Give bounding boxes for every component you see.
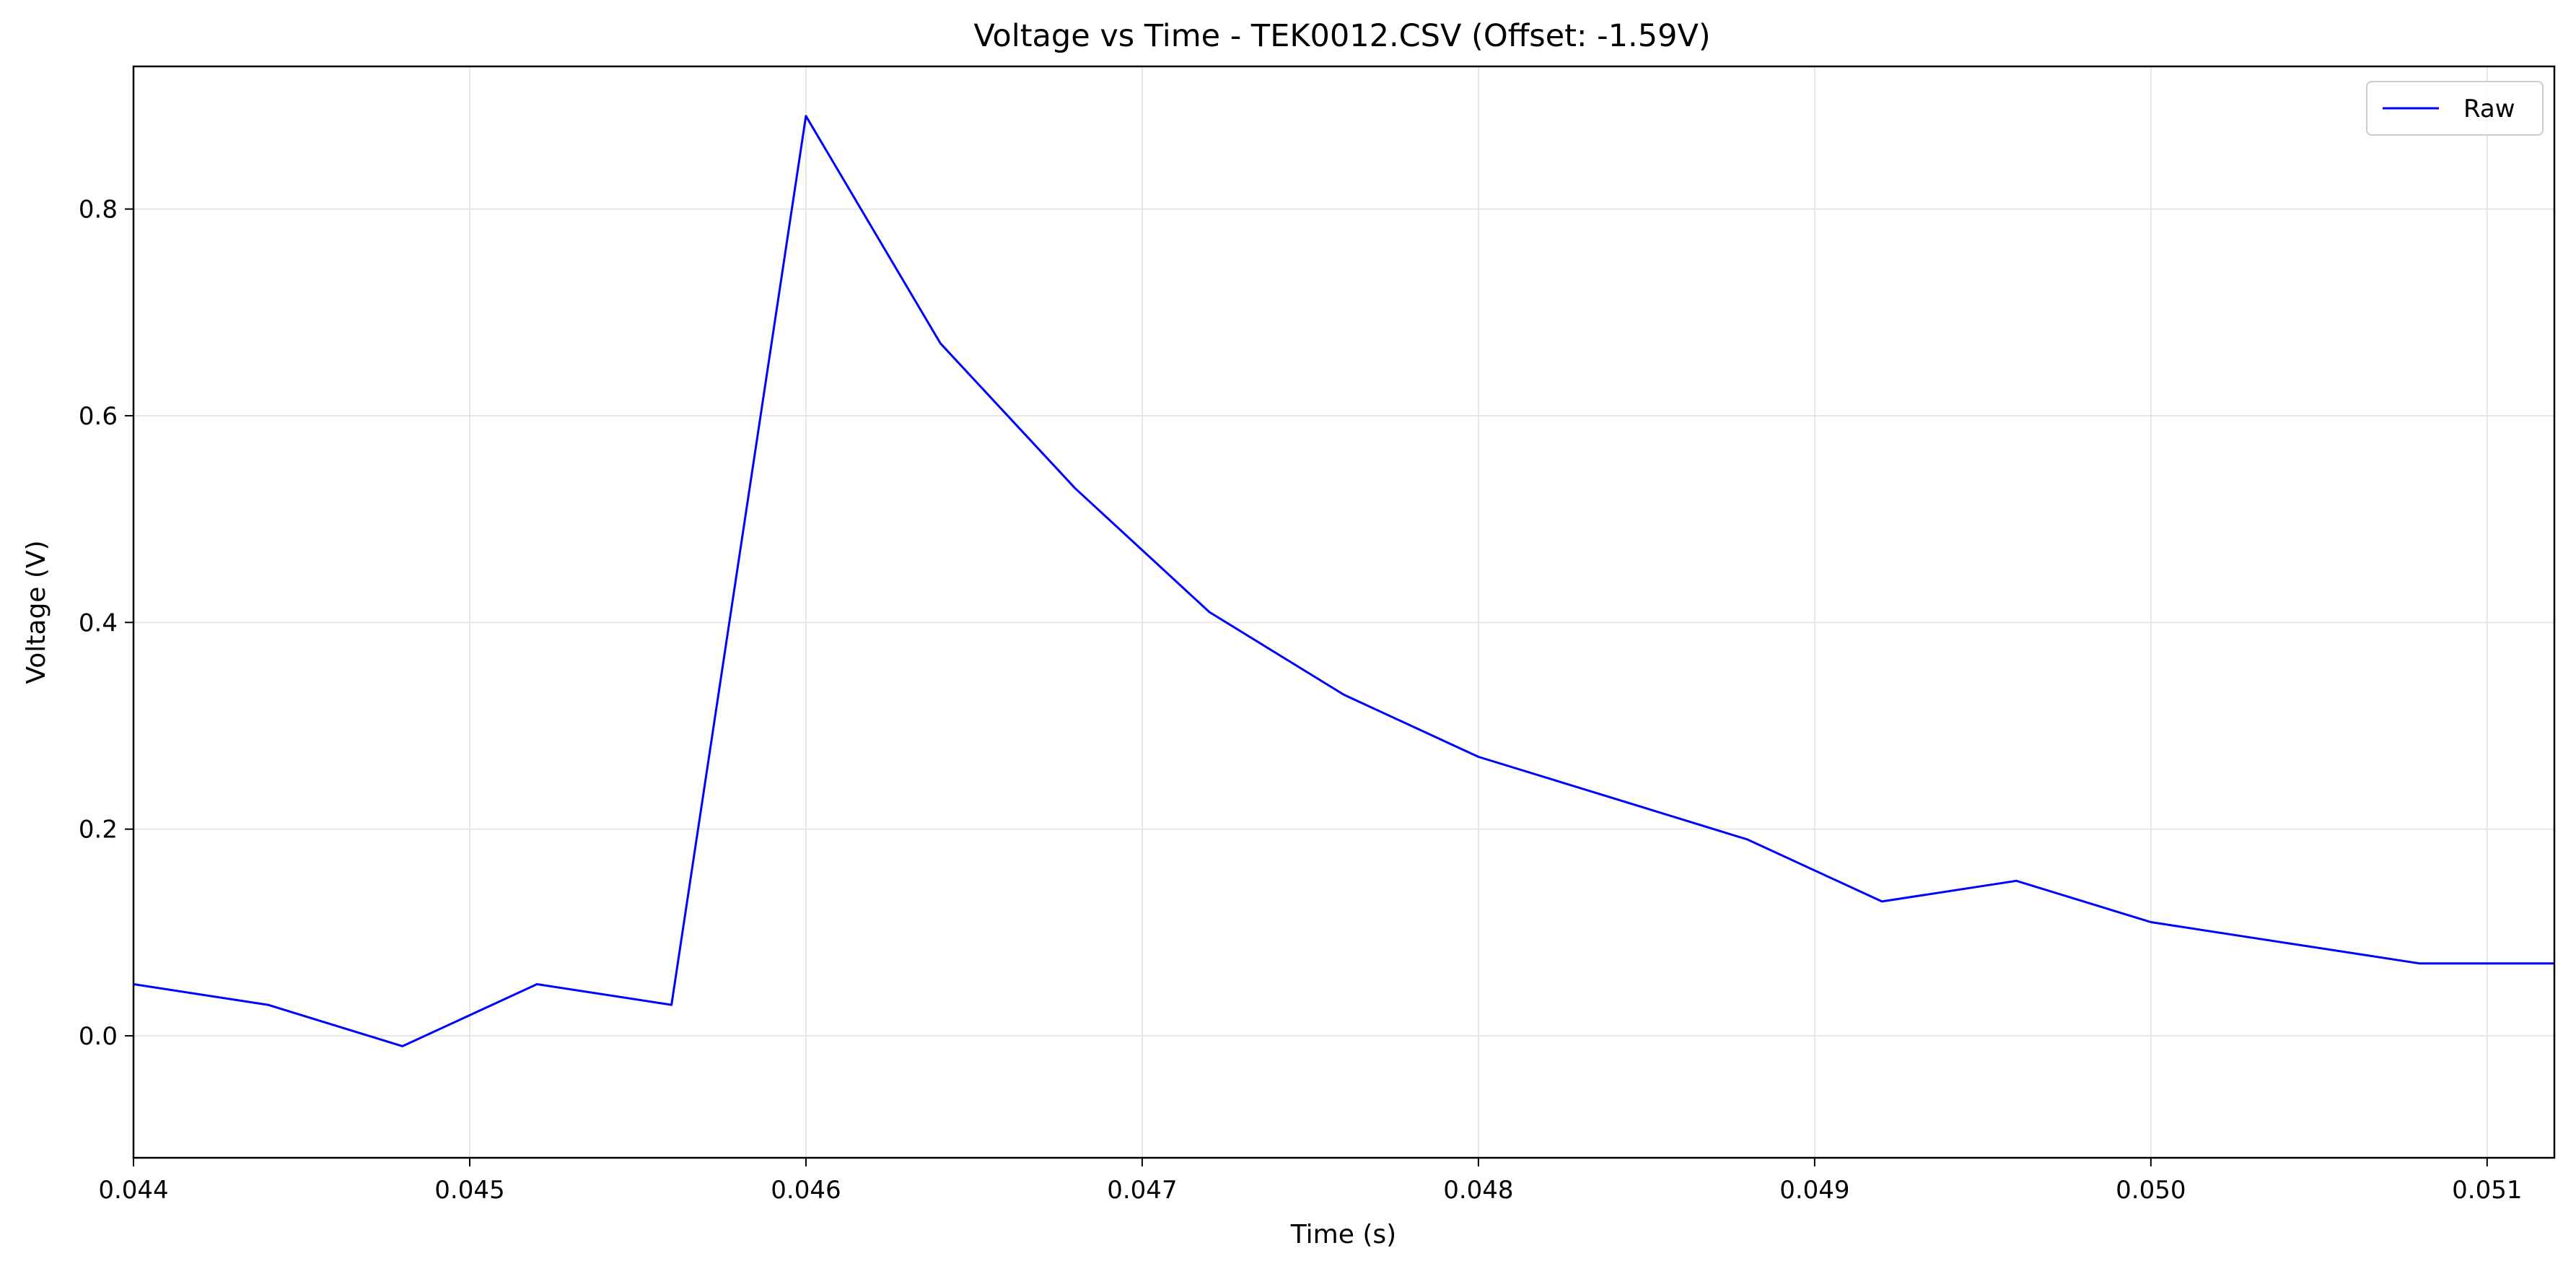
chart-title: Voltage vs Time - TEK0012.CSV (Offset: -… bbox=[973, 18, 1710, 54]
legend-box bbox=[2366, 81, 2544, 136]
x-tick-label: 0.049 bbox=[1779, 1176, 1849, 1205]
y-tick-label: 0.6 bbox=[79, 402, 118, 431]
x-tick-label: 0.050 bbox=[2116, 1176, 2186, 1205]
tick-layer: 0.044 0.045 0.046 0.047 0.048 0.049 0.050 0.051… bbox=[79, 196, 2523, 1205]
x-tick-label: 0.045 bbox=[434, 1176, 504, 1205]
y-axis-label: Voltage (V) bbox=[22, 540, 51, 684]
legend-label-raw: Raw bbox=[2463, 95, 2515, 123]
grid-layer bbox=[133, 66, 2554, 1158]
plot-frame bbox=[132, 65, 2556, 1159]
y-tick-label: 0.8 bbox=[79, 196, 118, 224]
x-axis-label: Time (s) bbox=[1290, 1220, 1396, 1249]
x-tick-label: 0.044 bbox=[98, 1176, 168, 1205]
y-tick-label: 0.0 bbox=[79, 1022, 118, 1051]
x-tick-label: 0.047 bbox=[1107, 1176, 1177, 1205]
x-tick-label: 0.051 bbox=[2452, 1176, 2522, 1205]
line-layer bbox=[133, 115, 2554, 1047]
series-line-raw bbox=[133, 115, 2554, 1047]
y-tick-label: 0.2 bbox=[79, 816, 118, 845]
x-tick-label: 0.048 bbox=[1443, 1176, 1513, 1205]
y-tick-label: 0.4 bbox=[79, 608, 118, 637]
x-tick-label: 0.046 bbox=[771, 1176, 841, 1205]
legend: Raw bbox=[2366, 81, 2544, 136]
